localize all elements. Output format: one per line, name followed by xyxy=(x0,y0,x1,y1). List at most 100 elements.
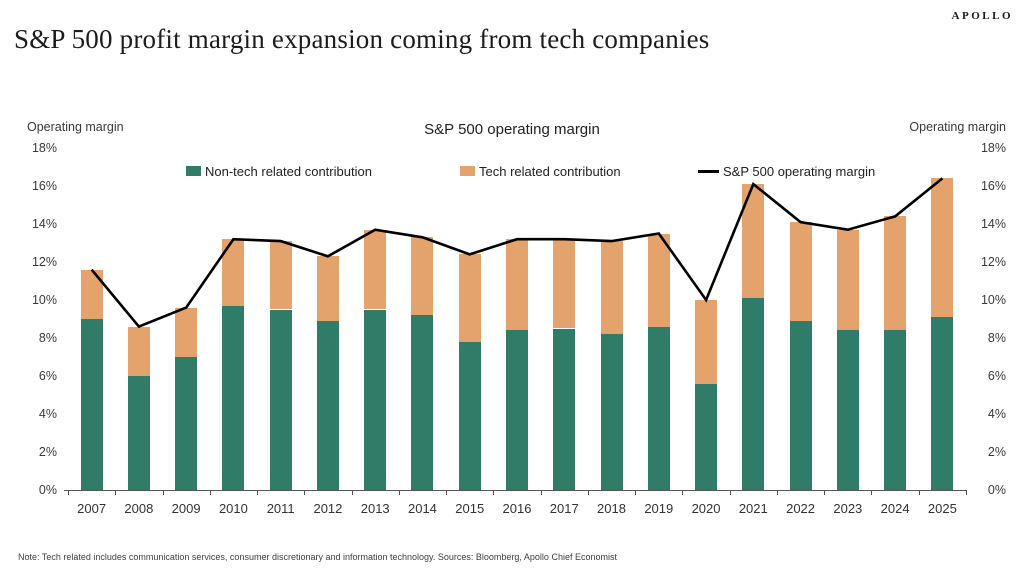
y-tick-label-left-10: 10% xyxy=(31,293,57,307)
bar-2009-nontech xyxy=(175,357,198,490)
y-tick-label-left-2: 2% xyxy=(38,445,57,459)
bar-2013-nontech xyxy=(364,309,387,490)
legend-label: S&P 500 operating margin xyxy=(723,163,876,179)
x-axis-tick xyxy=(729,490,731,495)
bar-2010-tech xyxy=(222,239,245,306)
bar-2012-tech xyxy=(316,256,339,321)
legend-item-line: S&P 500 operating margin xyxy=(698,162,875,180)
bar-2015-tech xyxy=(458,254,481,342)
bar-2025-tech xyxy=(931,178,954,318)
bar-2010-nontech xyxy=(222,305,245,490)
bar-2018-tech xyxy=(600,241,623,335)
footnote: Note: Tech related includes communicatio… xyxy=(18,552,617,562)
x-axis-tick xyxy=(776,490,778,495)
bar-2009-tech xyxy=(175,307,198,357)
bar-2023-tech xyxy=(836,229,859,331)
x-axis-tick xyxy=(871,490,873,495)
x-axis-tick xyxy=(682,490,684,495)
x-label-2016: 2016 xyxy=(502,501,532,516)
x-label-2015: 2015 xyxy=(455,501,485,516)
bar-2014-tech xyxy=(411,237,434,316)
x-label-2010: 2010 xyxy=(218,501,248,516)
y-tick-label-right-8: 8% xyxy=(987,331,1006,345)
legend-label: Tech related contribution xyxy=(479,163,621,179)
bar-2014-nontech xyxy=(411,315,434,490)
x-axis-tick xyxy=(493,490,495,495)
y-tick-label-left-14: 14% xyxy=(31,217,57,231)
bar-2020-tech xyxy=(695,300,718,384)
bar-2018-nontech xyxy=(600,334,623,490)
bar-2024-nontech xyxy=(884,330,907,490)
apollo-logo: APOLLO xyxy=(951,10,1013,22)
x-axis-tick xyxy=(446,490,448,495)
right-axis-title: Operating margin xyxy=(909,120,1006,134)
y-tick-label-left-12: 12% xyxy=(31,255,57,269)
y-tick-label-right-16: 16% xyxy=(980,179,1006,193)
x-label-2020: 2020 xyxy=(691,501,721,516)
bar-2016-tech xyxy=(506,239,528,331)
x-axis-tick xyxy=(257,490,259,495)
bar-2023-nontech xyxy=(836,330,859,490)
x-label-2021: 2021 xyxy=(738,501,768,516)
bar-2024-tech xyxy=(884,216,907,331)
bar-2017-nontech xyxy=(553,328,576,490)
x-label-2025: 2025 xyxy=(927,501,957,516)
x-label-2007: 2007 xyxy=(77,501,107,516)
x-axis-tick xyxy=(966,490,967,495)
y-tick-label-left-16: 16% xyxy=(31,179,57,193)
legend-item-tech: Tech related contribution xyxy=(460,162,621,180)
x-label-2012: 2012 xyxy=(313,501,343,516)
bar-2021-nontech xyxy=(742,298,765,490)
x-label-2009: 2009 xyxy=(171,501,201,516)
bar-2012-nontech xyxy=(316,320,339,490)
x-label-2008: 2008 xyxy=(124,501,154,516)
legend-item-nontech: Non-tech related contribution xyxy=(186,162,372,180)
bar-2022-tech xyxy=(789,222,812,321)
bar-2016-nontech xyxy=(506,330,528,490)
bar-2015-nontech xyxy=(458,341,481,490)
y-tick-label-right-2: 2% xyxy=(987,445,1006,459)
x-label-2013: 2013 xyxy=(360,501,390,516)
bar-2020-nontech xyxy=(695,383,718,490)
x-label-2014: 2014 xyxy=(407,501,437,516)
y-tick-label-left-0: 0% xyxy=(38,483,57,497)
bar-2008-nontech xyxy=(127,376,150,490)
x-label-2018: 2018 xyxy=(597,501,626,516)
x-axis-tick xyxy=(304,490,306,495)
bar-2008-tech xyxy=(127,326,150,376)
legend-label: Non-tech related contribution xyxy=(205,163,372,179)
x-axis-tick xyxy=(115,490,117,495)
y-tick-label-left-6: 6% xyxy=(38,369,57,383)
y-tick-label-right-4: 4% xyxy=(987,407,1006,421)
y-tick-label-right-18: 18% xyxy=(980,141,1006,155)
x-axis-tick xyxy=(398,490,400,495)
y-tick-label-left-18: 18% xyxy=(31,141,57,155)
bar-2021-tech xyxy=(742,184,765,299)
x-label-2023: 2023 xyxy=(833,501,863,516)
y-tick-label-left-4: 4% xyxy=(38,407,57,421)
x-axis-tick xyxy=(351,490,353,495)
x-axis-tick xyxy=(824,490,826,495)
x-axis-tick xyxy=(68,490,69,495)
legend-line-marker-icon xyxy=(698,169,719,173)
page-title: S&P 500 profit margin expansion coming f… xyxy=(14,24,710,54)
bar-2007-nontech xyxy=(80,319,103,490)
bar-2013-tech xyxy=(364,229,387,310)
bar-2025-nontech xyxy=(931,317,954,490)
bar-2011-nontech xyxy=(269,309,292,490)
x-label-2017: 2017 xyxy=(549,501,579,516)
x-axis-tick xyxy=(162,490,164,495)
x-axis-tick xyxy=(540,490,542,495)
y-tick-label-right-10: 10% xyxy=(980,293,1006,307)
bar-2007-tech xyxy=(80,269,103,319)
bar-2011-tech xyxy=(269,241,292,310)
legend-swatch-icon xyxy=(460,166,475,176)
y-tick-label-right-12: 12% xyxy=(980,255,1006,269)
x-axis-tick xyxy=(209,490,211,495)
y-tick-label-left-8: 8% xyxy=(38,331,57,345)
left-axis-title: Operating margin xyxy=(27,120,124,134)
x-label-2022: 2022 xyxy=(786,501,816,516)
y-tick-label-right-14: 14% xyxy=(980,217,1006,231)
x-label-2024: 2024 xyxy=(880,501,910,516)
